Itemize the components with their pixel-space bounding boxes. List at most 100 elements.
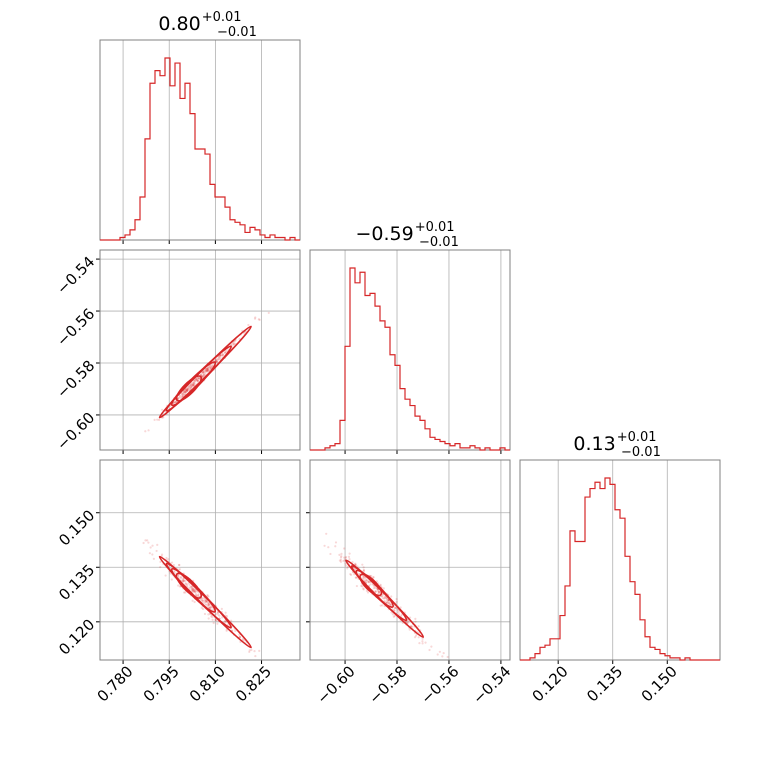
scatter-point [185, 583, 189, 586]
scatter-point [393, 614, 396, 617]
scatter-point [204, 600, 207, 603]
scatter-point [191, 586, 194, 589]
hist-frame-0 [99, 39, 301, 241]
scatter-point [170, 561, 174, 564]
scatter-point [216, 611, 219, 614]
scatter-point [417, 625, 420, 628]
scatter-point [385, 597, 388, 600]
scatter-point [383, 597, 386, 600]
scatter-point [197, 595, 200, 598]
scatter-point [379, 583, 382, 586]
scatter-point [210, 605, 213, 608]
scatter-point [392, 615, 395, 618]
scatter-point [181, 395, 184, 398]
xtick-label-0-0: 0.780 [94, 662, 137, 705]
scatter-point [161, 408, 164, 411]
scatter-point [224, 351, 227, 354]
scatter-point [184, 391, 187, 394]
scatter-point [325, 532, 328, 535]
scatter-point [253, 649, 256, 653]
scatter-point [182, 579, 185, 582]
scatter-point [202, 599, 205, 602]
scatter-point [224, 620, 227, 623]
xtick-label-1-2: −0.56 [417, 662, 462, 707]
scatter-point [360, 584, 363, 587]
scatter-point [233, 340, 236, 343]
scatter-point [233, 342, 236, 345]
scatter-point [202, 597, 205, 600]
scatter-point [202, 371, 205, 374]
scatter-point [153, 418, 156, 421]
title-0-median: 0.80 [158, 13, 200, 35]
scatter-point [362, 587, 365, 590]
scatter-point [446, 655, 449, 659]
scatter-point [190, 586, 193, 589]
scatter-point [208, 366, 211, 369]
scatter-point [370, 574, 373, 578]
scatter-point [362, 576, 365, 580]
ytick-label-2-1: 0.135 [55, 561, 98, 604]
scatter-point [191, 381, 194, 384]
scatter-point [388, 603, 392, 606]
hist-step-2 [520, 477, 720, 661]
scatter-point [377, 591, 381, 595]
scatter-point [361, 585, 364, 588]
scatter-point [191, 383, 194, 387]
scatter-point [209, 367, 212, 370]
scatter-point [186, 388, 189, 391]
scatter-point [197, 593, 200, 596]
scatter-point [216, 360, 219, 364]
scatter-point [192, 384, 196, 387]
scatter-point [374, 590, 377, 593]
scatter-point [207, 617, 210, 620]
scatter-point [182, 580, 185, 583]
scatter-point [189, 387, 193, 390]
scatter-point [191, 599, 194, 602]
scatter-point [247, 323, 250, 327]
scatter-point [196, 378, 199, 382]
scatter-point [167, 558, 170, 561]
scatter-point [206, 370, 209, 373]
scatter-point [191, 589, 194, 592]
scatter-point [362, 569, 366, 572]
scatter-point [348, 558, 351, 561]
scatter-point [428, 648, 431, 652]
scatter-point [362, 588, 365, 591]
scatter-point [206, 369, 209, 373]
scatter-point [152, 557, 155, 560]
scatter-point [342, 559, 345, 563]
scatter-point [147, 541, 150, 544]
scatter-point [353, 568, 356, 571]
scatter-point [208, 605, 211, 609]
scatter-point [362, 576, 365, 579]
scatter-point [192, 588, 195, 591]
scatter-point [214, 358, 218, 361]
scatter-point [190, 386, 193, 389]
scatter-point [190, 589, 193, 592]
scatter-point [207, 613, 210, 616]
scatter-point [193, 600, 196, 604]
scatter-point [349, 573, 353, 576]
scatter-point [178, 396, 181, 399]
scatter-point [387, 602, 391, 605]
scatter-point [380, 595, 383, 598]
scatter-point [217, 358, 220, 361]
scatter-point [397, 611, 400, 614]
scatter-point [414, 620, 417, 623]
scatter-point [340, 552, 343, 555]
scatter-point [186, 387, 189, 390]
scatter-point [185, 584, 188, 587]
scatter-point [217, 357, 220, 360]
scatter-point [223, 351, 226, 354]
scatter-point [223, 620, 227, 623]
scatter-point [210, 615, 213, 618]
scatter-point [248, 650, 251, 654]
scatter-point [185, 389, 189, 392]
scatter-point [229, 619, 233, 622]
scatter-point [430, 645, 433, 648]
scatter-point [208, 603, 211, 606]
scatter-point [343, 547, 346, 550]
scatter-point [384, 596, 387, 599]
scatter-point [354, 562, 357, 565]
scatter-point [192, 589, 195, 593]
